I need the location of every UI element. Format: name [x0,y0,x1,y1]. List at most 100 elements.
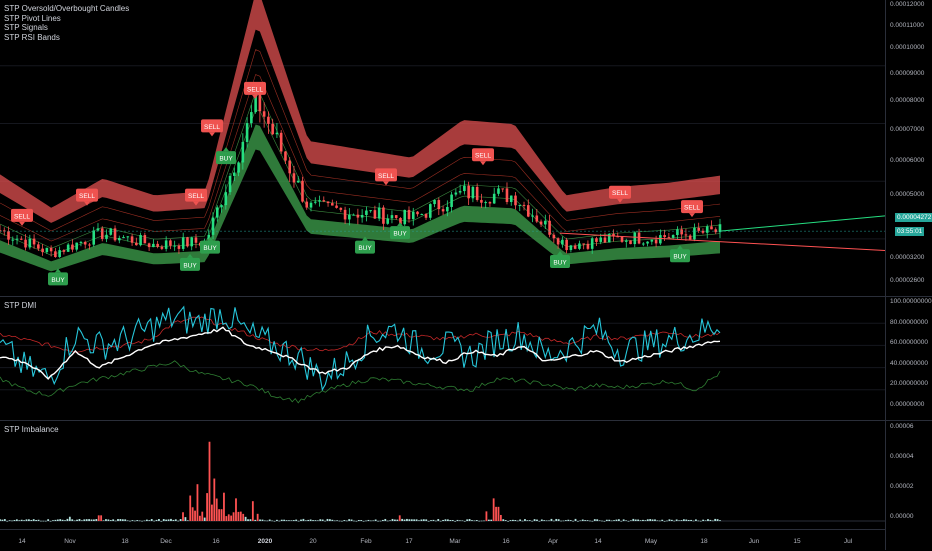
candle [83,241,87,245]
imbalance-bar [403,519,406,521]
time-axis[interactable]: 14 Nov 18 Dec 16 2020 20 Feb 17 Mar 16 A… [0,529,885,551]
signal-label: BUY [358,245,372,252]
imbalance-bar [355,520,358,522]
imbalance-bar [471,520,473,521]
legend-item[interactable]: STP Imbalance [4,425,59,434]
sell-signal[interactable]: SELL [472,148,494,166]
buy-signal[interactable]: BUY [180,253,200,271]
imbalance-bar [263,520,266,522]
signal-label: SELL [188,193,204,200]
dmi-chart[interactable] [0,297,885,420]
imbalance-bar [516,520,519,522]
imbalance-bar [528,520,531,521]
buy-signal[interactable]: BUY [390,222,410,240]
sell-signal[interactable]: SELL [11,208,33,226]
imbalance-bar [620,520,623,522]
imbalance-bar [259,519,261,521]
candle [352,214,355,216]
imbalance-bar [562,520,565,522]
imbalance-bar [83,519,86,521]
imbalance-bar [208,441,211,521]
price-chart[interactable]: SELL SELL BUY SELL BUY BUY SELL BUY SELL SELL BUY B… [0,0,886,296]
legend-item[interactable]: STP DMI [4,301,37,310]
imbalance-bar [155,519,158,521]
imbalance-bar [577,520,579,522]
imbalance-bar [490,519,493,521]
legend-item[interactable]: STP RSI Bands [4,32,60,42]
imbalance-bar [158,519,160,521]
imbalance-bar [324,520,326,522]
sell-signal[interactable]: SELL [681,200,703,218]
sell-signal[interactable]: SELL [375,168,397,186]
sell-signal[interactable]: SELL [76,188,98,206]
legend-item[interactable]: STP Oversold/Overbought Candles [4,4,130,13]
last-price-tag[interactable]: 0.00004272 [895,213,932,222]
imbalance-bar [634,519,637,521]
price-axis[interactable]: 0.00012000 0.00011000 0.00010000 0.00009… [885,0,932,550]
imbalance-bar [280,519,283,521]
candle [92,230,96,245]
candle [339,207,343,210]
imbalance-bar [6,520,9,522]
imbalance-bar [30,519,33,521]
legend-item[interactable]: STP Pivot Lines [4,13,61,23]
candle [654,239,658,244]
time-tick: Dec [160,538,172,545]
imbalance-bar [372,520,375,522]
imbalance-bar [25,519,28,521]
pane-divider[interactable] [0,296,932,297]
imbalance-bar [37,519,40,521]
imbalance-bar [692,520,695,522]
imbalance-bar [249,519,252,521]
sell-signal[interactable]: SELL [185,188,207,206]
imbalance-chart[interactable] [0,421,885,529]
dmi-pane[interactable]: STP DMI [0,297,885,420]
imbalance-bar [20,519,23,521]
imbalance-bar [247,519,249,521]
imbalance-bar [114,520,117,522]
imbalance-bar [627,520,630,522]
imbalance-bar [543,520,546,521]
buy-signal[interactable]: BUY [216,147,236,165]
candle [301,180,304,202]
candle [509,195,513,202]
imbalance-bar [389,520,392,521]
candle [386,218,389,224]
imbalance-bar [1,519,4,521]
imbalance-bar [502,519,505,521]
candle [194,237,198,243]
buy-signal[interactable]: BUY [48,268,68,286]
imbalance-bar [420,519,423,521]
signal-label: SELL [475,153,491,160]
buy-signal[interactable]: BUY [670,245,690,263]
imbalance-bar [319,519,322,521]
imbalance-bar [605,519,608,521]
candle [237,162,240,173]
buy-signal[interactable]: BUY [355,236,375,254]
imbalance-bar [410,519,413,521]
imbalance-bar [23,520,25,521]
candle [296,180,300,183]
sell-signal[interactable]: SELL [609,185,631,203]
candle [403,209,407,225]
candle [437,200,441,210]
candle [122,237,125,239]
candle [126,236,130,238]
main-price-pane[interactable]: SELL SELL BUY SELL BUY BUY SELL BUY SELL SELL BUY B… [0,0,886,296]
sell-signal[interactable]: SELL [244,81,266,99]
buy-signal[interactable]: BUY [550,251,570,269]
upper-rsi-band [0,0,720,223]
legend-item[interactable]: STP Signals [4,23,48,32]
buy-signal[interactable]: BUY [200,236,220,254]
imbalance-bar [668,519,671,521]
imbalance-pane[interactable]: STP Imbalance [0,421,885,529]
candle [718,224,722,233]
imbalance-bar [150,519,153,521]
signal-pointer [223,147,229,152]
signal-box [200,240,220,254]
pane-divider[interactable] [0,420,932,421]
imbalance-bar [278,520,281,522]
imbalance-bar [32,519,35,521]
imbalance-bar [711,520,714,522]
sell-signal[interactable]: SELL [201,119,223,137]
